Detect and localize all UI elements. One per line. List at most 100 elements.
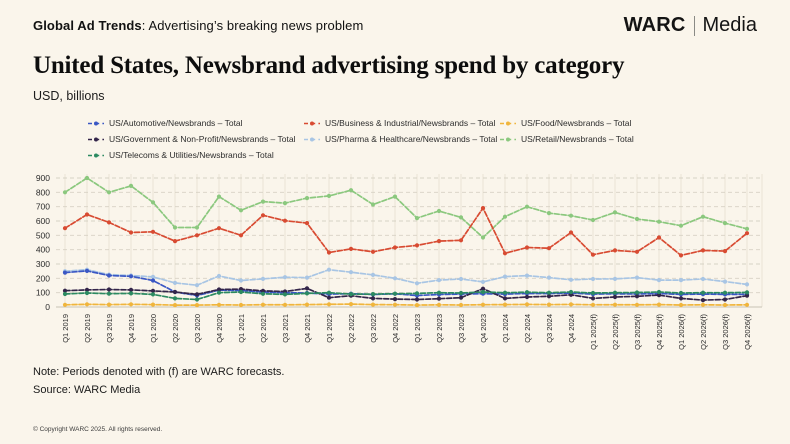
data-point: [458, 302, 464, 308]
data-point: [524, 273, 530, 278]
data-point: [502, 274, 508, 279]
data-point: [546, 246, 552, 251]
x-axis-tick-label: Q1 2021: [237, 314, 246, 343]
data-point: [348, 188, 354, 193]
data-point: [458, 238, 464, 243]
data-point: [260, 213, 266, 218]
data-point: [612, 294, 618, 300]
y-axis-tick-label: 600: [36, 216, 50, 226]
data-point: [194, 292, 200, 297]
data-point: [238, 208, 244, 213]
legend-item: US/Telecoms & Utilities/Newsbrands – Tot…: [88, 150, 304, 160]
data-point: [106, 273, 112, 278]
data-point: [326, 250, 332, 255]
y-axis-tick-label: 900: [36, 173, 50, 183]
legend-label: US/Telecoms & Utilities/Newsbrands – Tot…: [109, 150, 274, 160]
copyright-text: © Copyright WARC 2025. All rights reserv…: [33, 426, 163, 433]
data-point: [480, 279, 486, 284]
legend-label: US/Food/Newsbrands – Total: [521, 118, 632, 128]
x-axis-tick-label: Q3 2020: [193, 314, 202, 343]
data-point: [304, 196, 310, 201]
x-axis-tick-label: Q4 2022: [391, 314, 400, 343]
x-axis-tick-label: Q3 2026(f): [721, 314, 730, 350]
data-point: [172, 303, 178, 308]
data-point: [634, 294, 640, 299]
data-point: [392, 297, 398, 302]
data-point: [546, 275, 552, 280]
data-point: [238, 287, 244, 292]
data-point: [700, 276, 706, 282]
page-title: United States, Newsbrand advertising spe…: [33, 52, 625, 79]
data-point: [590, 252, 596, 257]
data-point: [678, 302, 684, 308]
slide-header: Global Ad Trends: Advertising’s breaking…: [33, 14, 757, 37]
x-axis-tick-label: Q1 2025(f): [589, 314, 598, 350]
data-point: [590, 276, 596, 282]
data-point: [524, 290, 530, 295]
data-point: [458, 295, 464, 300]
data-point: [282, 302, 288, 307]
data-point: [348, 292, 354, 297]
legend-item: US/Food/Newsbrands – Total: [500, 118, 748, 128]
data-point: [304, 221, 310, 226]
data-point: [568, 277, 574, 282]
data-point: [84, 287, 90, 292]
data-point: [568, 230, 574, 235]
chart-legend: US/Automotive/Newsbrands – Total US/Busin…: [88, 118, 748, 160]
legend-item: US/Retail/Newsbrands – Total: [500, 134, 748, 144]
data-point: [62, 291, 68, 297]
data-point: [238, 289, 244, 295]
data-point: [194, 303, 200, 308]
data-point: [744, 290, 750, 295]
report-kicker: Global Ad Trends: Advertising’s breaking…: [33, 18, 363, 33]
data-point: [392, 194, 398, 199]
data-point: [480, 286, 486, 291]
data-point: [260, 199, 266, 204]
data-point: [62, 270, 68, 275]
data-point: [568, 302, 574, 307]
data-point: [370, 292, 376, 297]
data-point: [480, 206, 486, 211]
y-axis-tick-label: 700: [36, 202, 50, 212]
data-point: [458, 276, 464, 282]
x-axis-tick-label: Q1 2026(f): [677, 314, 686, 350]
data-point: [612, 276, 618, 281]
data-point: [744, 282, 750, 287]
data-point: [326, 295, 332, 300]
data-point: [524, 245, 530, 250]
data-point: [722, 221, 728, 226]
source-text: Source: WARC Media: [33, 384, 141, 396]
data-point: [282, 289, 288, 294]
legend-marker-icon: [500, 121, 516, 125]
x-axis-tick-label: Q3 2025(f): [633, 314, 642, 350]
y-axis-tick-label: 400: [36, 245, 50, 255]
data-point: [590, 302, 596, 307]
data-point: [612, 210, 618, 215]
data-point: [370, 272, 376, 277]
data-point: [700, 298, 706, 303]
data-point: [546, 290, 552, 295]
report-kicker-bold: Global Ad Trends: [33, 18, 142, 33]
data-point: [172, 296, 178, 301]
data-point: [722, 302, 728, 308]
data-point: [62, 190, 68, 195]
y-axis-tick-label: 100: [36, 288, 50, 298]
x-axis-tick-label: Q1 2019: [61, 314, 70, 343]
data-point: [282, 275, 288, 280]
x-axis-tick-label: Q4 2019: [127, 314, 136, 343]
x-axis-tick-label: Q2 2020: [171, 314, 180, 343]
data-point: [194, 233, 200, 238]
data-point: [304, 286, 310, 291]
series-line: [64, 291, 748, 301]
data-point: [150, 200, 156, 205]
data-point: [744, 293, 750, 298]
data-point: [414, 216, 420, 221]
data-point: [634, 249, 640, 254]
data-point: [370, 296, 376, 301]
data-point: [436, 302, 442, 307]
data-point: [414, 281, 420, 286]
data-point: [282, 292, 288, 297]
data-point: [678, 296, 684, 301]
data-point: [84, 302, 90, 307]
y-axis-tick-label: 800: [36, 187, 50, 197]
